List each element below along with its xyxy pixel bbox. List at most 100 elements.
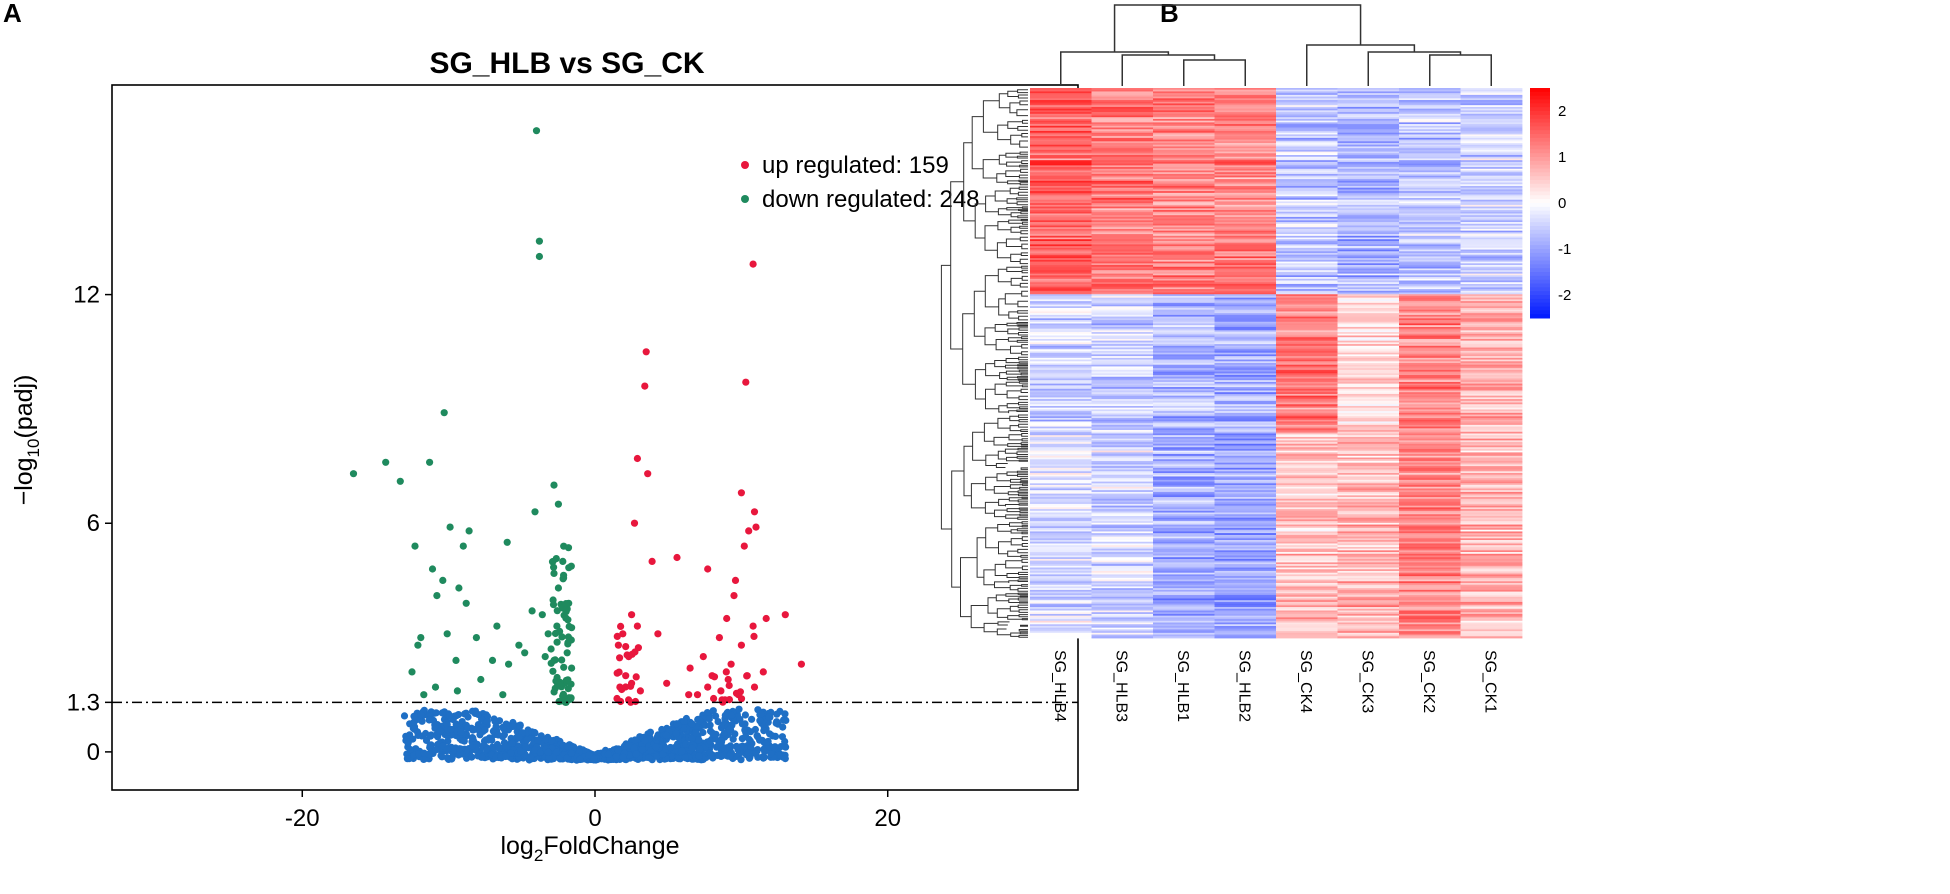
heatmap-cell — [1214, 572, 1277, 575]
heatmap-cell — [1276, 129, 1338, 132]
dendrogram-branch — [1006, 403, 1020, 409]
ns-point — [492, 722, 500, 731]
heatmap-cell — [1153, 491, 1215, 495]
heatmap-cell — [1091, 344, 1154, 347]
heatmap-cell — [1030, 101, 1092, 104]
ns-point — [752, 750, 760, 758]
heatmap-cell — [1030, 359, 1092, 362]
ns-point — [567, 749, 576, 757]
heatmap-cell — [1276, 383, 1338, 386]
heatmap-cell — [1460, 271, 1523, 275]
down-regulated-point — [568, 664, 576, 672]
heatmap-cell — [1276, 483, 1338, 486]
heatmap-cell — [1214, 125, 1277, 128]
heatmap-cell — [1337, 201, 1400, 204]
heatmap-cell — [1337, 392, 1400, 395]
heatmap-cell — [1153, 265, 1215, 268]
heatmap-cell — [1460, 495, 1523, 498]
heatmap-cell — [1030, 390, 1092, 393]
heatmap-cell — [1337, 534, 1400, 537]
heatmap-cell — [1091, 179, 1154, 182]
heatmap-cell — [1399, 273, 1461, 276]
heatmap-cell — [1337, 570, 1400, 574]
heatmap-cell — [1399, 610, 1461, 613]
heatmap-cell — [1399, 457, 1461, 460]
heatmap-cell — [1399, 249, 1461, 252]
heatmap-cell — [1276, 613, 1338, 617]
heatmap-cell — [1153, 321, 1215, 324]
heatmap-cell — [1214, 170, 1277, 173]
legend-up-marker — [741, 161, 749, 169]
colorbar-tick-label: -1 — [1558, 241, 1571, 258]
heatmap-cell — [1153, 603, 1215, 606]
heatmap-cell — [1153, 230, 1215, 233]
heatmap-cell — [1091, 204, 1154, 207]
heatmap-cell — [1030, 570, 1092, 574]
ns-point — [484, 736, 492, 744]
heatmap-cell — [1214, 270, 1277, 273]
heatmap-cell — [1337, 598, 1400, 601]
heatmap-cell — [1153, 165, 1215, 168]
heatmap-cell — [1276, 141, 1338, 144]
heatmap-cell — [1214, 345, 1277, 348]
colorbar-segment — [1530, 264, 1550, 269]
heatmap-cell — [1091, 399, 1154, 402]
heatmap-cell — [1214, 619, 1277, 622]
heatmap-cell — [1337, 620, 1400, 623]
dendrogram-branch — [1021, 543, 1028, 547]
heatmap-cell — [1276, 149, 1338, 152]
heatmap-cell — [1399, 127, 1461, 130]
ns-point — [614, 747, 623, 755]
heatmap-cell — [1091, 213, 1154, 216]
heatmap-cell — [1399, 634, 1461, 637]
heatmap-cell — [1214, 249, 1277, 252]
heatmap-cell — [1399, 363, 1461, 366]
heatmap-cell — [1153, 497, 1215, 500]
heatmap-cell — [1460, 357, 1523, 360]
heatmap-cell — [1153, 98, 1215, 101]
heatmap-cell — [1337, 292, 1400, 295]
heatmap-cell — [1091, 567, 1154, 570]
heatmap-cell — [1460, 595, 1523, 598]
heatmap-cell — [1091, 129, 1154, 132]
down-regulated-point — [564, 685, 572, 693]
heatmap-cell — [1030, 325, 1092, 328]
heatmap-cell — [1030, 583, 1092, 586]
ns-point — [476, 731, 484, 739]
heatmap-cell — [1153, 583, 1215, 586]
heatmap-cell — [1337, 404, 1400, 407]
heatmap-cell — [1153, 249, 1215, 252]
down-regulated-point — [428, 565, 437, 573]
heatmap-cell — [1214, 364, 1277, 367]
heatmap-cell — [1030, 510, 1092, 513]
heatmap-cell — [1214, 443, 1277, 446]
heatmap-cell — [1399, 498, 1461, 501]
heatmap-cell — [1214, 89, 1277, 92]
heatmap-cell — [1337, 378, 1400, 381]
heatmap-cell — [1276, 433, 1338, 436]
heatmap-cell — [1399, 581, 1461, 584]
heatmap-cell — [1091, 124, 1154, 127]
heatmap-cell — [1214, 498, 1277, 501]
heatmap-cell — [1460, 158, 1523, 161]
heatmap-cell — [1091, 500, 1154, 503]
heatmap-cell — [1460, 581, 1523, 584]
heatmap-cell — [1091, 373, 1154, 376]
heatmap-cell — [1214, 409, 1277, 412]
down-regulated-point — [552, 555, 560, 563]
heatmap-cell — [1399, 304, 1461, 307]
heatmap-cell — [1214, 541, 1277, 544]
heatmap-cell — [1337, 294, 1400, 297]
heatmap-cell — [1214, 289, 1277, 292]
heatmap-cell — [1276, 521, 1338, 524]
colorbar-segment — [1530, 298, 1550, 304]
heatmap-cell — [1399, 627, 1461, 630]
heatmap-cell — [1153, 225, 1215, 228]
heatmap-cell — [1153, 565, 1215, 568]
dendrogram-branch — [998, 154, 1007, 165]
heatmap-cell — [1091, 481, 1154, 484]
heatmap-cell — [1030, 598, 1092, 601]
heatmap-cell — [1091, 256, 1154, 259]
heatmap-cell — [1091, 100, 1154, 103]
